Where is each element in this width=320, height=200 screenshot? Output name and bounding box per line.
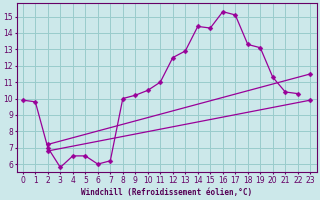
- X-axis label: Windchill (Refroidissement éolien,°C): Windchill (Refroidissement éolien,°C): [81, 188, 252, 197]
